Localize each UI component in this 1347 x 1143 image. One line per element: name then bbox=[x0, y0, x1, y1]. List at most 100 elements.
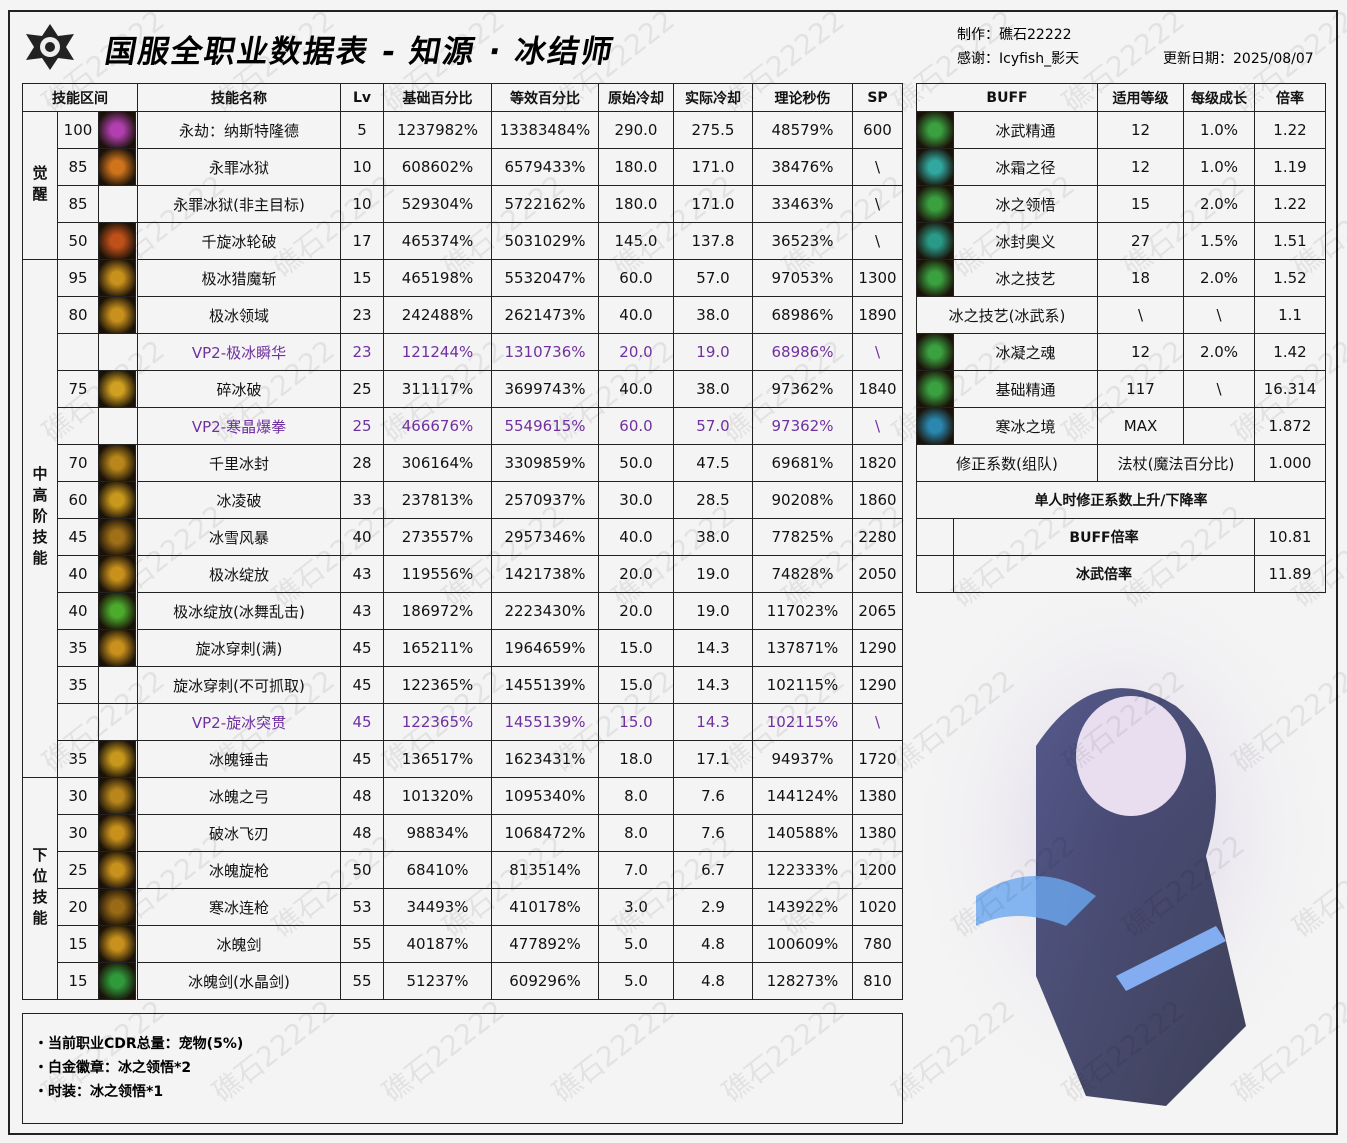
summary-cell: 冰武倍率 bbox=[953, 555, 1255, 593]
data-cell: 60.0 bbox=[598, 259, 674, 297]
data-cell: 43 bbox=[340, 592, 384, 630]
data-cell: 1095340% bbox=[491, 777, 599, 815]
level-cell: 100 bbox=[57, 111, 99, 149]
skill-icon bbox=[98, 925, 136, 963]
skill-name: 旋冰穿刺(不可抓取) bbox=[137, 666, 341, 704]
data-cell: 43 bbox=[340, 555, 384, 593]
data-cell: 609296% bbox=[491, 962, 599, 1000]
data-cell: 144124% bbox=[752, 777, 853, 815]
data-cell: 1455139% bbox=[491, 666, 599, 704]
data-cell: 48 bbox=[340, 814, 384, 852]
data-cell: \ bbox=[852, 407, 903, 445]
buff-cell: 1.1 bbox=[1254, 296, 1326, 334]
data-cell: 30.0 bbox=[598, 481, 674, 519]
level-cell: 45 bbox=[57, 518, 99, 556]
data-cell: 145.0 bbox=[598, 222, 674, 260]
skill-icon bbox=[98, 629, 136, 667]
data-cell: 780 bbox=[852, 925, 903, 963]
data-cell: 1840 bbox=[852, 370, 903, 408]
data-cell: 813514% bbox=[491, 851, 599, 889]
data-cell: 17.1 bbox=[673, 740, 753, 778]
data-cell: 38.0 bbox=[673, 518, 753, 556]
data-cell: 2621473% bbox=[491, 296, 599, 334]
data-cell: 1860 bbox=[852, 481, 903, 519]
data-cell: 117023% bbox=[752, 592, 853, 630]
data-cell: 55 bbox=[340, 925, 384, 963]
data-cell: 8.0 bbox=[598, 777, 674, 815]
buff-cell bbox=[1183, 407, 1255, 445]
data-cell: \ bbox=[852, 148, 903, 186]
outer-border bbox=[8, 10, 1338, 1135]
buff-header: 倍率 bbox=[1254, 83, 1326, 112]
data-cell: 311117% bbox=[383, 370, 492, 408]
data-cell: 14.3 bbox=[673, 703, 753, 741]
data-cell: 97362% bbox=[752, 370, 853, 408]
data-cell: 180.0 bbox=[598, 185, 674, 223]
data-cell: 137871% bbox=[752, 629, 853, 667]
data-cell: 465198% bbox=[383, 259, 492, 297]
data-cell: 5031029% bbox=[491, 222, 599, 260]
data-cell: 608602% bbox=[383, 148, 492, 186]
header-cell: Lv bbox=[340, 83, 384, 112]
buff-name: 冰之领悟 bbox=[953, 185, 1098, 223]
data-cell: 290.0 bbox=[598, 111, 674, 149]
data-cell: 529304% bbox=[383, 185, 492, 223]
data-cell: 68410% bbox=[383, 851, 492, 889]
buff-name: 冰之技艺 bbox=[953, 259, 1098, 297]
data-cell: 10 bbox=[340, 148, 384, 186]
skill-icon bbox=[98, 222, 136, 260]
skill-icon bbox=[98, 851, 136, 889]
data-cell: 306164% bbox=[383, 444, 492, 482]
data-cell: 128273% bbox=[752, 962, 853, 1000]
data-cell: 45 bbox=[340, 666, 384, 704]
icon-cell bbox=[98, 333, 138, 371]
data-cell: 143922% bbox=[752, 888, 853, 926]
data-cell: 38476% bbox=[752, 148, 853, 186]
header-cell: 实际冷却 bbox=[673, 83, 753, 112]
data-cell: 45 bbox=[340, 740, 384, 778]
data-cell: 69681% bbox=[752, 444, 853, 482]
skill-name: 极冰绽放(冰舞乱击) bbox=[137, 592, 341, 630]
data-cell: 6.7 bbox=[673, 851, 753, 889]
buff-cell: 1.51 bbox=[1254, 222, 1326, 260]
data-cell: 102115% bbox=[752, 703, 853, 741]
data-cell: 48 bbox=[340, 777, 384, 815]
buff-cell: 1.872 bbox=[1254, 407, 1326, 445]
skill-name: 极冰领域 bbox=[137, 296, 341, 334]
buff-cell: 12 bbox=[1097, 111, 1184, 149]
skill-name: 冰魄剑(水晶剑) bbox=[137, 962, 341, 1000]
icon-cell bbox=[98, 666, 138, 704]
buff-header: BUFF bbox=[916, 83, 1098, 112]
summary-cell: 法杖(魔法百分比) bbox=[1097, 444, 1255, 482]
header-cell: SP bbox=[852, 83, 903, 112]
data-cell: 68986% bbox=[752, 333, 853, 371]
data-cell: 1820 bbox=[852, 444, 903, 482]
buff-cell: 1.52 bbox=[1254, 259, 1326, 297]
skill-icon bbox=[916, 148, 954, 186]
skill-name: 冰魄锤击 bbox=[137, 740, 341, 778]
skill-icon bbox=[98, 148, 136, 186]
data-cell: 14.3 bbox=[673, 666, 753, 704]
data-cell: 19.0 bbox=[673, 333, 753, 371]
data-cell: 5549615% bbox=[491, 407, 599, 445]
data-cell: 101320% bbox=[383, 777, 492, 815]
buff-cell: 1.22 bbox=[1254, 185, 1326, 223]
data-cell: 465374% bbox=[383, 222, 492, 260]
buff-name: 寒冰之境 bbox=[953, 407, 1098, 445]
data-cell: 137.8 bbox=[673, 222, 753, 260]
data-cell: 7.6 bbox=[673, 814, 753, 852]
data-cell: 45 bbox=[340, 629, 384, 667]
level-cell bbox=[57, 333, 99, 371]
summary-cell: 单人时修正系数上升/下降率 bbox=[916, 481, 1326, 519]
data-cell: 19.0 bbox=[673, 592, 753, 630]
data-cell: 38.0 bbox=[673, 296, 753, 334]
buff-cell: 2.0% bbox=[1183, 185, 1255, 223]
buff-cell: \ bbox=[1183, 296, 1255, 334]
data-cell: 77825% bbox=[752, 518, 853, 556]
skill-name: VP2-旋冰突贯 bbox=[137, 703, 341, 741]
skill-name: 冰魄之弓 bbox=[137, 777, 341, 815]
data-cell: 20.0 bbox=[598, 555, 674, 593]
skill-icon bbox=[98, 962, 136, 1000]
skill-icon bbox=[98, 481, 136, 519]
